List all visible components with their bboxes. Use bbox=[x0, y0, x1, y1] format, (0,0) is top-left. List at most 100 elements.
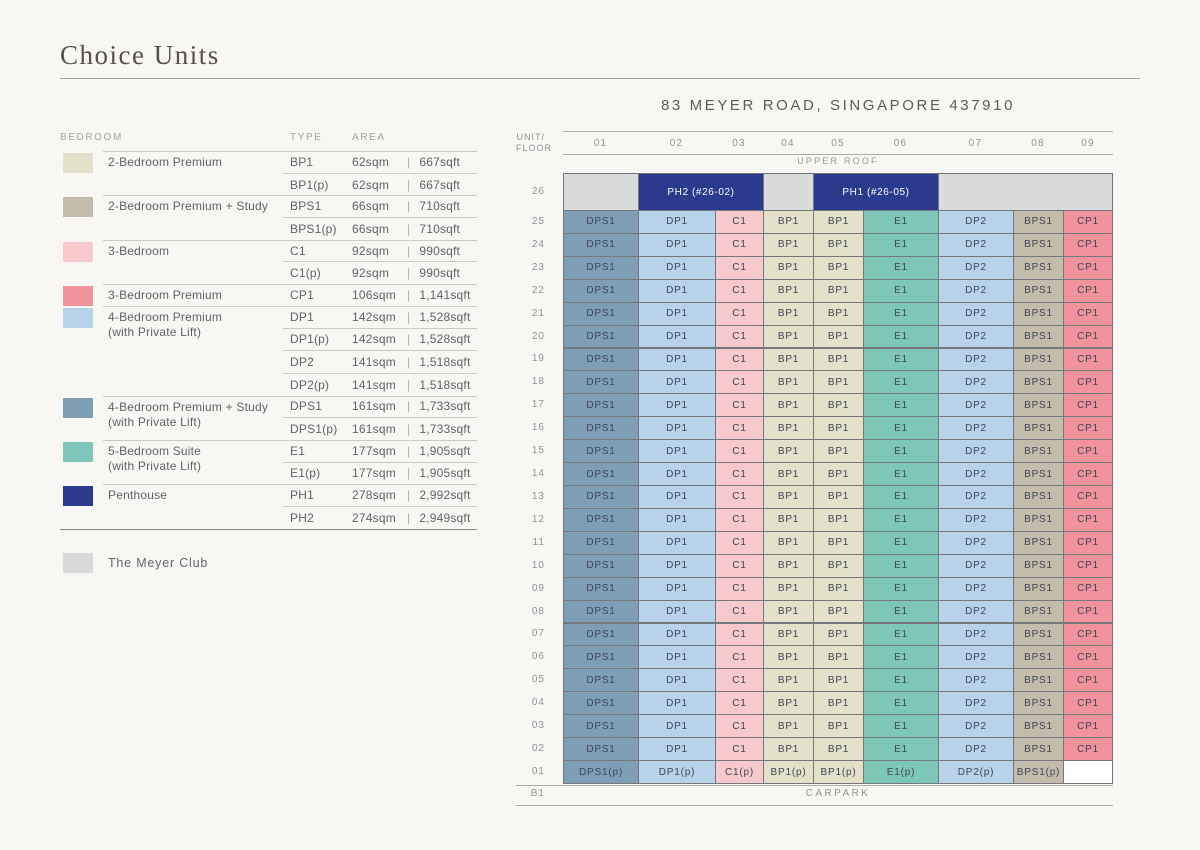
column-header-05: 05 bbox=[831, 138, 845, 149]
unit-cell-BP1: BP1 bbox=[763, 301, 814, 326]
unit-cell-DP2: DP2 bbox=[938, 737, 1014, 761]
unit-cell-BP1: BP1 bbox=[813, 737, 864, 761]
unit-cell-BP1: BP1 bbox=[813, 714, 864, 739]
unit-cell-C1: C1 bbox=[715, 714, 764, 739]
unit-cell-DP1: DP1 bbox=[638, 232, 716, 257]
unit-cell-BP1: BP1 bbox=[813, 485, 864, 509]
unit-cell-BP1: BP1 bbox=[813, 416, 864, 441]
meyer-club-swatch bbox=[63, 552, 93, 573]
unit-cell-BPS1: BPS1 bbox=[1013, 439, 1064, 464]
legend-type: DP1(p) bbox=[290, 332, 330, 347]
legend-area-sqm: 62sqm bbox=[352, 154, 390, 169]
legend-groups: 2-Bedroom Premium BP1 62sqm | 667sqft BP1(p) 6… bbox=[60, 151, 477, 529]
unit-cell-DP1: DP1 bbox=[638, 393, 716, 418]
unit-cell-DPS1: DPS1 bbox=[563, 485, 639, 509]
legend-area-sqm: 161sqm bbox=[352, 422, 396, 437]
unit-cell-BP1: BP1 bbox=[763, 324, 814, 349]
unit-cell-CP1: CP1 bbox=[1063, 370, 1113, 395]
unit-cell-BP1: BP1 bbox=[813, 691, 864, 716]
unit-cell-DPS1: DPS1 bbox=[563, 645, 639, 670]
unit-cell-DP2: DP2 bbox=[938, 255, 1014, 280]
unit-cell-E1: E1 bbox=[863, 553, 939, 578]
legend-area-sqft: 710sqft bbox=[419, 199, 461, 214]
legend-group-label-line: 2-Bedroom Premium bbox=[108, 155, 223, 169]
unit-cell-BP1: BP1 bbox=[763, 622, 814, 647]
title-divider bbox=[60, 78, 1140, 79]
unit-cell-BP1: BP1 bbox=[813, 393, 864, 418]
header-rule-top bbox=[563, 131, 1113, 132]
unit-cell-DP2: DP2 bbox=[938, 599, 1014, 624]
legend-area-separator: | bbox=[407, 488, 411, 503]
legend-type-row: E1 177sqm | 1,905sqft bbox=[283, 440, 477, 462]
legend-type-row: CP1 106sqm | 1,141sqft bbox=[283, 284, 477, 306]
legend-group: 5-Bedroom Suite (with Private Lift) E1 177s… bbox=[60, 439, 477, 484]
unit-cell-BP1: BP1 bbox=[813, 347, 864, 372]
legend-group-label-line: 5-Bedroom Suite bbox=[108, 443, 202, 458]
floor-label-11: 11 bbox=[532, 536, 545, 548]
floor-label-07: 07 bbox=[531, 628, 545, 640]
stacking-plan: 83 MEYER ROAD, SINGAPORE 437910 UNIT/ FL… bbox=[516, 95, 1113, 815]
unit-cell-BPS1: BPS1 bbox=[1013, 301, 1064, 326]
legend-type: E1 bbox=[290, 443, 306, 458]
legend-group-sublabel: (with Private Lift) bbox=[108, 459, 202, 474]
legend-area-separator: | bbox=[407, 510, 411, 525]
column-header-03: 03 bbox=[732, 138, 746, 149]
unit-cell-DP1: DP1 bbox=[638, 301, 716, 326]
unit-cell-DP2: DP2 bbox=[938, 714, 1014, 739]
unit-cell-DP2: DP2 bbox=[938, 416, 1014, 441]
unit-cell-DPS1: DPS1 bbox=[563, 691, 639, 716]
unit-cell-CP1: CP1 bbox=[1063, 416, 1113, 441]
unit-floor-label: UNIT/ FLOOR bbox=[516, 132, 553, 153]
unit-cell-BPS1: BPS1 bbox=[1013, 210, 1064, 234]
unit-cell-DP2: DP2 bbox=[938, 691, 1014, 716]
unit-cell-BPS1: BPS1 bbox=[1013, 347, 1064, 372]
legend-area-sqm: 62sqm bbox=[352, 177, 390, 192]
legend-area-separator: | bbox=[407, 355, 411, 370]
unit-cell-CP1: CP1 bbox=[1063, 485, 1113, 509]
unit-cell-E1: E1 bbox=[863, 485, 939, 509]
header-rule-bottom bbox=[563, 154, 1113, 155]
unit-cell-DPS1: DPS1 bbox=[563, 416, 639, 441]
legend-type: DP2 bbox=[290, 355, 314, 370]
legend-type: BPS1(p) bbox=[290, 221, 337, 236]
unit-cell-BPS1: BPS1 bbox=[1013, 668, 1064, 693]
legend-type-row: PH2 274sqm | 2,949sqft bbox=[283, 506, 477, 529]
unit-cell-E1: E1 bbox=[863, 278, 939, 303]
unit-cell-CP1: CP1 bbox=[1063, 210, 1113, 234]
legend-group-label: 5-Bedroom Suite (with Private Lift) bbox=[108, 444, 201, 475]
legend-area-sqm: 66sqm bbox=[352, 199, 390, 214]
unit-floor-line2: FLOOR bbox=[516, 142, 553, 153]
legend-area-separator: | bbox=[407, 177, 411, 192]
unit-cell-C1(p): C1(p) bbox=[715, 760, 764, 784]
unit-cell-DPS1: DPS1 bbox=[563, 255, 639, 280]
legend-area-separator: | bbox=[407, 221, 411, 236]
unit-cell-DP2: DP2 bbox=[938, 370, 1014, 395]
legend-swatch bbox=[63, 241, 93, 262]
unit-cell-DP2: DP2 bbox=[938, 347, 1014, 372]
unit-cell-E1: E1 bbox=[863, 416, 939, 441]
unit-cell-DP2(p): DP2(p) bbox=[938, 760, 1014, 784]
unit-cell-DPS1: DPS1 bbox=[563, 462, 639, 486]
unit-cell-CP1: CP1 bbox=[1063, 599, 1113, 624]
legend-area: 62sqm | 667sqft bbox=[352, 155, 460, 169]
unit-cell-DPS1: DPS1 bbox=[563, 714, 639, 739]
unit-cell-DP1: DP1 bbox=[638, 599, 716, 624]
legend-area: 161sqm | 1,733sqft bbox=[352, 399, 471, 413]
legend-type: E1(p) bbox=[290, 466, 321, 481]
legend-area-separator: | bbox=[407, 466, 411, 481]
unit-cell-BP1: BP1 bbox=[813, 576, 864, 601]
legend-area-sqft: 1,518sqft bbox=[419, 377, 471, 392]
unit-cell-BP1: BP1 bbox=[763, 714, 814, 739]
unit-cell-DP1: DP1 bbox=[638, 210, 716, 234]
unit-cell-CP1: CP1 bbox=[1063, 301, 1113, 326]
legend-area-sqm: 92sqm bbox=[352, 243, 390, 258]
floor-label-20: 20 bbox=[531, 330, 545, 342]
unit-cell-DP2: DP2 bbox=[938, 232, 1014, 257]
legend-type-rows: PH1 278sqm | 2,992sqft PH2 274sqm | 2,949sqft bbox=[283, 484, 477, 528]
unit-cell-DP2: DP2 bbox=[938, 622, 1014, 647]
unit-cell-CP1: CP1 bbox=[1063, 507, 1113, 532]
legend-group: 4-Bedroom Premium + Study (with Private L… bbox=[60, 395, 477, 440]
unit-cell-C1: C1 bbox=[715, 324, 764, 349]
unit-cell-BPS1: BPS1 bbox=[1013, 393, 1064, 418]
unit-cell-C1: C1 bbox=[715, 278, 764, 303]
